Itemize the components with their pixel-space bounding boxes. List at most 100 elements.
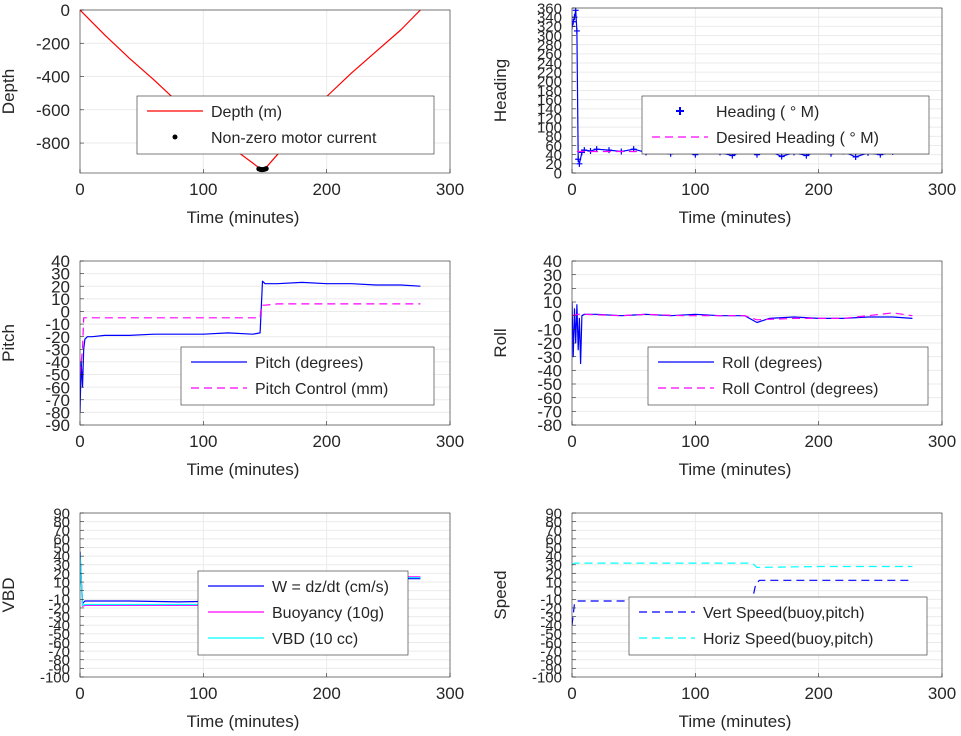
y-tick-label: 30 bbox=[543, 266, 562, 285]
x-tick-label: 100 bbox=[681, 432, 709, 451]
ticks bbox=[571, 260, 943, 426]
x-tick-label: 0 bbox=[567, 684, 576, 703]
ticks bbox=[79, 260, 451, 426]
chart-pitch: 0 100 200 300403020100-10-20-30-40-50-60-70… bbox=[0, 252, 464, 479]
legend-item: Non-zero motor current bbox=[172, 130, 377, 147]
data-point bbox=[572, 18, 577, 25]
y-tick-label: -70 bbox=[540, 644, 562, 661]
y-tick-label: 340 bbox=[537, 10, 562, 27]
chart-speed: 0 100 200 3009080706050403020100-10-20-30-4… bbox=[491, 505, 956, 731]
x-tick-label: 200 bbox=[804, 684, 832, 703]
y-tick-label: -40 bbox=[45, 353, 70, 372]
y-tick-label: -10 bbox=[48, 592, 70, 609]
legend-label: VBD (10 cc) bbox=[272, 631, 358, 648]
legend-item: VBD (10 cc) bbox=[208, 631, 358, 648]
y-tick-label: -100 bbox=[40, 669, 70, 686]
x-axis-label: Time (minutes) bbox=[679, 460, 792, 479]
y-tick-label: -80 bbox=[45, 404, 70, 423]
legend-swatch bbox=[676, 107, 684, 115]
y-tick-label: -800 bbox=[36, 134, 70, 153]
y-tick-label: -40 bbox=[537, 361, 562, 380]
y-axis-label: VBD bbox=[0, 578, 18, 613]
x-tick-label: 0 bbox=[567, 180, 576, 199]
y-tick-label: 0 bbox=[554, 165, 562, 182]
x-tick-label: 200 bbox=[804, 432, 832, 451]
x-axis-label: Time (minutes) bbox=[187, 208, 300, 227]
x-tick-label: 0 bbox=[75, 180, 84, 199]
data-point bbox=[852, 153, 859, 160]
y-tick-label: -60 bbox=[537, 389, 562, 408]
x-tick-label: 200 bbox=[312, 684, 340, 703]
x-tick-label: 200 bbox=[804, 180, 832, 199]
legend-item: Depth (m) bbox=[147, 104, 282, 121]
x-tick-label: 300 bbox=[436, 684, 464, 703]
y-axis-label: Speed bbox=[491, 570, 510, 619]
y-tick-label: -200 bbox=[36, 34, 70, 53]
axes-box bbox=[79, 260, 451, 426]
y-tick-label: 60 bbox=[53, 531, 70, 548]
legend-label: W = dz/dt (cm/s) bbox=[272, 579, 389, 596]
chart-roll: 0 100 200 300403020100-10-20-30-40-50-60-70… bbox=[491, 252, 956, 479]
legend-item: Vert Speed(buoy,pitch) bbox=[639, 605, 865, 622]
x-tick-label: 100 bbox=[189, 432, 217, 451]
legend: Roll (degrees) Roll Control (degrees) bbox=[647, 346, 929, 406]
y-tick-label: -10 bbox=[537, 320, 562, 339]
y-tick-label: -20 bbox=[45, 328, 70, 347]
y-tick-label: 30 bbox=[51, 265, 70, 284]
legend: Pitch (degrees) Pitch Control (mm) bbox=[180, 346, 435, 406]
y-tick-label: 10 bbox=[53, 574, 70, 591]
y-tick-label: 220 bbox=[537, 65, 562, 82]
x-tick-label: 100 bbox=[681, 684, 709, 703]
data-point bbox=[263, 166, 269, 172]
y-tick-label: 0 bbox=[553, 307, 562, 326]
legend-box bbox=[628, 596, 928, 656]
legend-label: Vert Speed(buoy,pitch) bbox=[703, 605, 865, 622]
y-tick-label: -70 bbox=[537, 402, 562, 421]
legend-item: W = dz/dt (cm/s) bbox=[208, 579, 389, 596]
y-tick-label: -60 bbox=[45, 378, 70, 397]
x-tick-label: 300 bbox=[436, 432, 464, 451]
legend-label: Non-zero motor current bbox=[211, 130, 377, 147]
y-tick-label: -90 bbox=[540, 661, 562, 678]
x-tick-label: 0 bbox=[75, 432, 84, 451]
y-tick-label: -50 bbox=[540, 626, 562, 643]
x-tick-label: 300 bbox=[436, 180, 464, 199]
y-tick-label: 40 bbox=[51, 252, 70, 271]
y-tick-label: 120 bbox=[537, 110, 562, 127]
legend-item: Horiz Speed(buoy,pitch) bbox=[639, 631, 873, 648]
y-tick-label: 0 bbox=[61, 303, 70, 322]
y-tick-label: 60 bbox=[545, 138, 562, 155]
legend-label: Buoyancy (10g) bbox=[272, 605, 384, 622]
y-tick-label: 360 bbox=[537, 0, 562, 17]
legend-box bbox=[136, 95, 435, 155]
legend: Heading ( ° M) Desired Heading ( ° M) bbox=[641, 95, 930, 155]
y-tick-label: -20 bbox=[540, 600, 562, 617]
x-axis-label: Time (minutes) bbox=[679, 208, 792, 227]
y-tick-label: -80 bbox=[537, 416, 562, 435]
legend-item: Pitch Control (mm) bbox=[191, 381, 388, 398]
chart-heading: 0 100 200 300020406080100120140160180200220… bbox=[491, 0, 956, 227]
y-tick-label: 10 bbox=[51, 290, 70, 309]
y-tick-label: 80 bbox=[545, 514, 562, 531]
y-tick-label: 20 bbox=[545, 156, 562, 173]
y-tick-label: 0 bbox=[554, 583, 562, 600]
y-tick-label: 320 bbox=[537, 19, 562, 36]
ticks bbox=[571, 7, 943, 174]
x-tick-label: 100 bbox=[189, 180, 217, 199]
y-tick-label: 80 bbox=[545, 129, 562, 146]
y-tick-label: 80 bbox=[53, 514, 70, 531]
series-pitch-0 bbox=[80, 280, 421, 413]
legend: Vert Speed(buoy,pitch) Horiz Speed(buoy,p… bbox=[628, 596, 928, 656]
ticks bbox=[571, 512, 943, 678]
x-axis-label: Time (minutes) bbox=[187, 460, 300, 479]
y-axis-label: Roll bbox=[491, 328, 510, 357]
y-tick-label: 20 bbox=[543, 279, 562, 298]
y-tick-label: -70 bbox=[48, 644, 70, 661]
data-point bbox=[778, 153, 785, 160]
y-tick-label: -50 bbox=[45, 366, 70, 385]
y-tick-label: 10 bbox=[545, 574, 562, 591]
y-tick-label: 20 bbox=[53, 566, 70, 583]
y-axis-label: Pitch bbox=[0, 324, 18, 362]
y-tick-label: 240 bbox=[537, 55, 562, 72]
y-tick-label: -100 bbox=[532, 669, 562, 686]
